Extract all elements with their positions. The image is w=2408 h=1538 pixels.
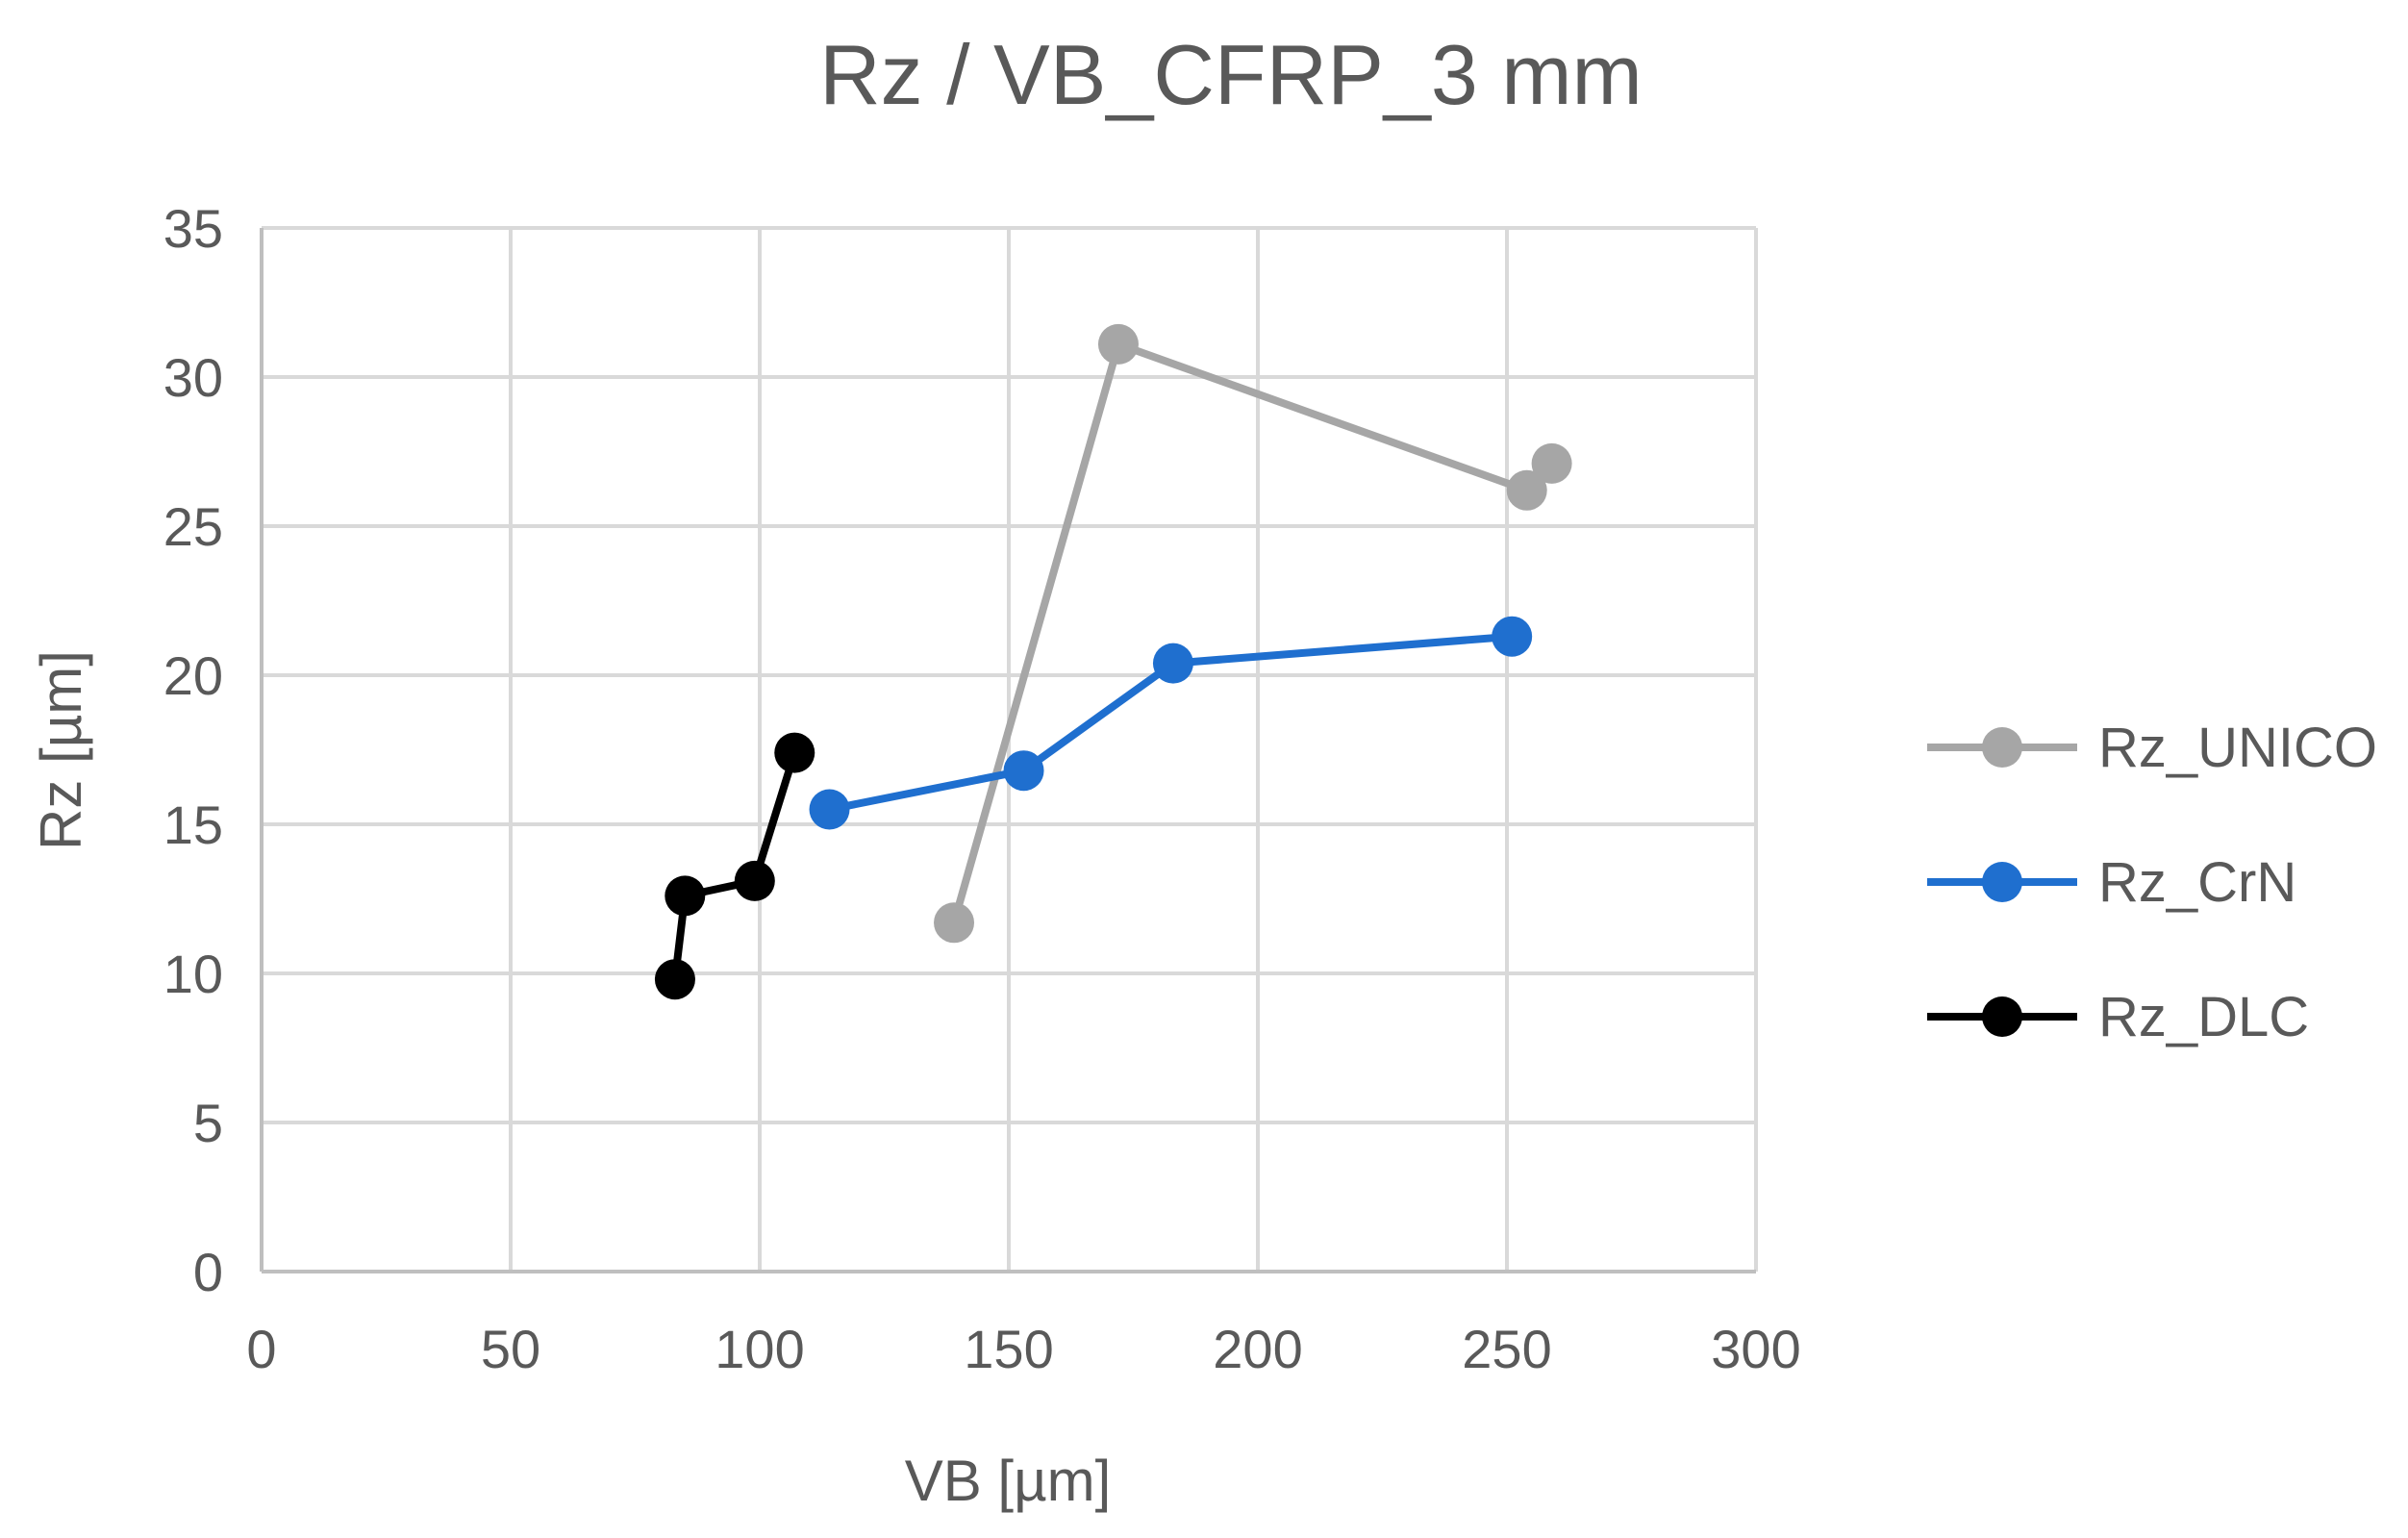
x-tick-label: 0 bbox=[246, 1319, 276, 1379]
series-line-rz-crn bbox=[828, 632, 1513, 814]
x-tick-label: 50 bbox=[481, 1319, 540, 1379]
x-tick-labels: 0 50 100 150 200 250 300 bbox=[246, 1319, 1800, 1379]
data-point-rz-dlc bbox=[734, 860, 775, 901]
data-point-rz-unico bbox=[1531, 442, 1572, 484]
y-tick-label: 25 bbox=[163, 496, 223, 557]
data-point-rz-crn bbox=[809, 789, 850, 830]
data-point-rz-crn bbox=[1492, 616, 1533, 657]
data-point-rz-dlc bbox=[774, 732, 815, 773]
y-tick-label: 15 bbox=[163, 794, 223, 855]
data-point-rz-dlc bbox=[654, 959, 695, 1000]
data-series bbox=[654, 323, 1572, 1000]
y-tick-label: 5 bbox=[193, 1093, 223, 1153]
y-tick-labels: 0 5 10 15 20 25 30 35 bbox=[163, 198, 223, 1302]
data-point-rz-crn bbox=[1152, 643, 1193, 684]
y-tick-label: 35 bbox=[163, 198, 223, 259]
gridlines bbox=[262, 226, 1758, 1272]
y-axis-label: Rz [µm] bbox=[29, 650, 93, 850]
x-axis-label: VB [µm] bbox=[905, 1449, 1112, 1513]
series-line-rz-unico bbox=[950, 340, 1555, 924]
legend-marker-rz-dlc bbox=[1982, 996, 2022, 1037]
legend-label-rz-dlc: Rz_DLC bbox=[2098, 986, 2309, 1048]
data-point-rz-crn bbox=[1003, 750, 1044, 792]
data-point-rz-dlc bbox=[665, 875, 706, 917]
legend-label-rz-crn: Rz_CrN bbox=[2098, 851, 2296, 914]
series-line-rz-dlc bbox=[670, 751, 799, 980]
data-point-rz-unico bbox=[934, 902, 975, 944]
y-tick-label: 30 bbox=[163, 347, 223, 408]
x-tick-label: 200 bbox=[1213, 1319, 1302, 1379]
legend-marker-rz-crn bbox=[1982, 862, 2022, 902]
x-tick-label: 300 bbox=[1711, 1319, 1800, 1379]
data-point-rz-unico bbox=[1506, 469, 1547, 511]
y-tick-label: 10 bbox=[163, 944, 223, 1004]
legend-label-rz-unico: Rz_UNICO bbox=[2098, 717, 2377, 779]
data-point-rz-unico bbox=[1097, 323, 1139, 365]
legend-marker-rz-unico bbox=[1982, 727, 2022, 768]
axes bbox=[260, 228, 1756, 1273]
x-tick-label: 150 bbox=[964, 1319, 1053, 1379]
chart-title: Rz / VB_CFRP_3 mm bbox=[819, 27, 1643, 122]
y-tick-label: 0 bbox=[193, 1242, 223, 1302]
x-tick-label: 100 bbox=[715, 1319, 804, 1379]
x-tick-label: 250 bbox=[1462, 1319, 1551, 1379]
legend: Rz_UNICO Rz_CrN Rz_DLC bbox=[1927, 717, 2377, 1048]
y-tick-label: 20 bbox=[163, 645, 223, 706]
